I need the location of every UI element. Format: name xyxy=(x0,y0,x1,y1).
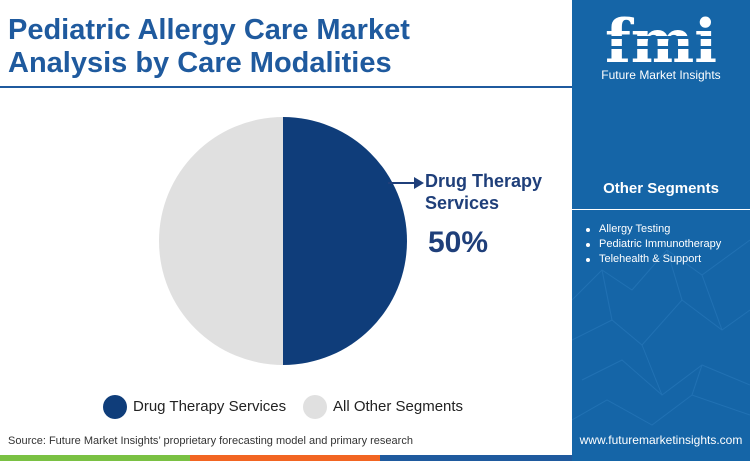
bottom-color-bar xyxy=(0,455,572,461)
bottom-bar-orange xyxy=(190,455,380,461)
logo-tagline: Future Market Insights xyxy=(601,68,721,82)
pie-chart xyxy=(159,117,407,365)
other-segments-list: Allergy Testing Pediatric Immunotherapy … xyxy=(584,222,721,267)
chart-title: Pediatric Allergy Care Market Analysis b… xyxy=(8,14,528,80)
sidebar-panel: fmi Future Market Insights Other Segment… xyxy=(572,0,750,461)
website-link[interactable]: www.futuremarketinsights.com xyxy=(579,433,743,447)
source-note: Source: Future Market Insights’ propriet… xyxy=(8,435,413,447)
legend-label: Drug Therapy Services xyxy=(133,398,287,415)
legend-swatch xyxy=(303,395,327,419)
bottom-bar-blue xyxy=(380,455,572,461)
other-segments-divider xyxy=(572,209,750,210)
chart-title-line-1: Pediatric Allergy Care Market xyxy=(8,14,410,46)
legend-label: All Other Segments xyxy=(333,398,464,415)
legend-swatch xyxy=(103,395,127,419)
pie-slices xyxy=(159,117,407,365)
callout-value: 50% xyxy=(428,226,489,259)
bottom-bar-green xyxy=(0,455,190,461)
segment-item-allergy-testing: Allergy Testing xyxy=(584,222,721,237)
fmi-logo: fmi xyxy=(594,8,728,68)
title-divider xyxy=(0,86,572,88)
segment-item-telehealth-support: Telehealth & Support xyxy=(584,252,721,267)
pie-slice-all-other-segments xyxy=(159,117,283,365)
other-segments-title: Other Segments xyxy=(603,180,719,197)
pie-slice-drug-therapy-services xyxy=(283,117,407,365)
sidebar-background-pattern-icon xyxy=(572,239,750,426)
callout-arrow-icon xyxy=(388,177,424,189)
callout-label: Drug Therapy Services xyxy=(425,171,543,213)
segment-item-pediatric-immunotherapy: Pediatric Immunotherapy xyxy=(584,237,721,252)
chart-title-line-2: Analysis by Care Modalities xyxy=(8,47,392,79)
